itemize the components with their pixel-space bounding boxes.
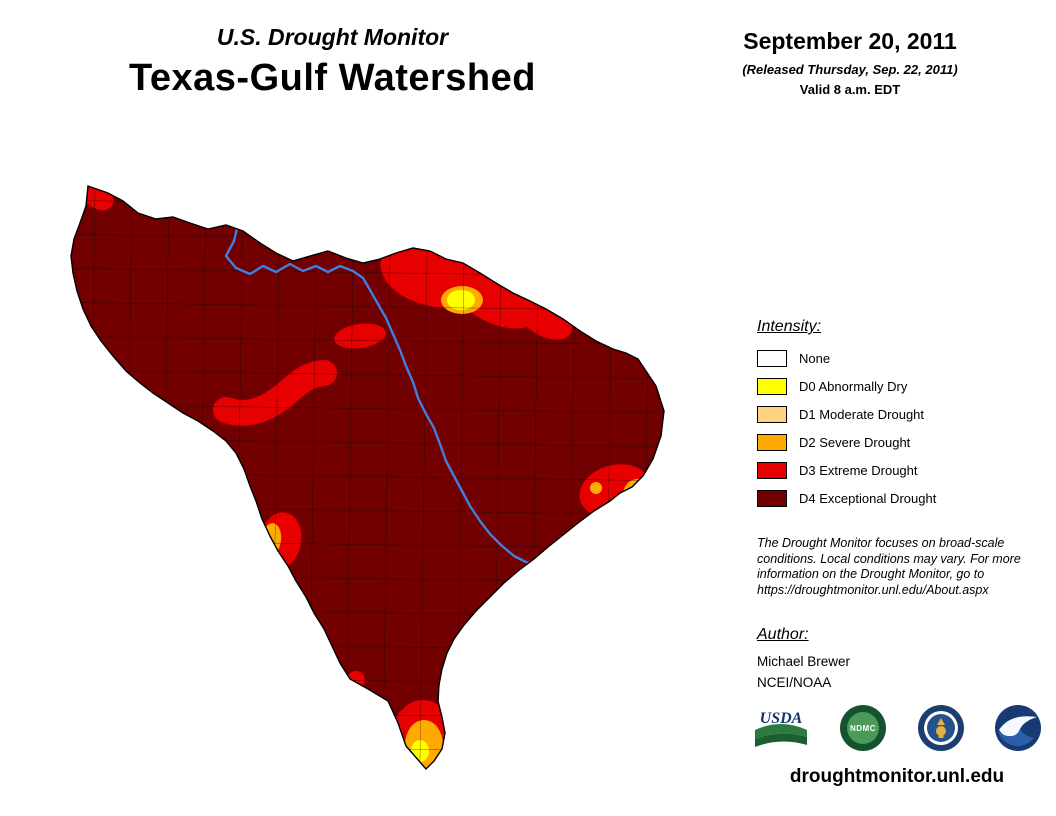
legend-label-d2: D2 Severe Drought (799, 435, 911, 450)
legend-label-d0: D0 Abnormally Dry (799, 379, 908, 394)
legend-item-d4: D4 Exceptional Drought (757, 490, 1043, 507)
agency-logos: USDA NDMC (752, 704, 1042, 757)
legend-heading: Intensity: (757, 318, 822, 335)
drought-map (58, 166, 673, 776)
legend-swatch-none (757, 350, 787, 367)
legend-item-d2: D2 Severe Drought (757, 434, 1043, 451)
legend-item-d3: D3 Extreme Drought (757, 462, 1043, 479)
author-organization: NCEI/NOAA (757, 675, 832, 690)
website-url: droughtmonitor.unl.edu (789, 766, 1005, 787)
release-date: (Released Thursday, Sep. 22, 2011) (742, 62, 958, 77)
svg-text:NDMC: NDMC (850, 724, 876, 733)
usda-logo: USDA (752, 706, 810, 755)
legend-swatch-d3 (757, 462, 787, 479)
watershed-outline (70, 185, 665, 771)
page-title: Texas-Gulf Watershed (129, 57, 536, 99)
legend-swatch-d4 (757, 490, 787, 507)
author-name: Michael Brewer (757, 654, 851, 669)
report-header: U.S. Drought Monitor Texas-Gulf Watershe… (95, 24, 570, 100)
disclaimer-text: The Drought Monitor focuses on broad-sca… (757, 536, 1021, 597)
legend-label-d1: D1 Moderate Drought (799, 407, 925, 422)
legend-swatch-d2 (757, 434, 787, 451)
legend-swatch-d1 (757, 406, 787, 423)
svg-text:USDA: USDA (760, 710, 803, 727)
river (224, 206, 538, 566)
intensity-legend: Intensity: None D0 Abnormally Dry D1 Mod… (757, 318, 1043, 518)
legend-label-none: None (799, 351, 831, 366)
noaa-logo (994, 704, 1042, 757)
drought-map-svg (70, 185, 665, 771)
report-supertitle: U.S. Drought Monitor (216, 24, 449, 50)
author-heading: Author: (757, 626, 809, 643)
county-grid (71, 186, 664, 769)
legend-label-d4: D4 Exceptional Drought (799, 491, 937, 506)
ndmc-logo: NDMC (839, 704, 887, 757)
legend-label-d3: D3 Extreme Drought (799, 463, 918, 478)
legend-swatch-d0 (757, 378, 787, 395)
map-date: September 20, 2011 (743, 28, 957, 54)
date-block: September 20, 2011 (Released Thursday, S… (705, 28, 995, 97)
valid-time: Valid 8 a.m. EDT (799, 82, 901, 97)
legend-item-d1: D1 Moderate Drought (757, 406, 1043, 423)
legend-item-none: None (757, 350, 1043, 367)
commerce-seal-logo (917, 704, 965, 757)
legend-item-d0: D0 Abnormally Dry (757, 378, 1043, 395)
author-block: Author: Michael Brewer NCEI/NOAA (757, 626, 1037, 690)
